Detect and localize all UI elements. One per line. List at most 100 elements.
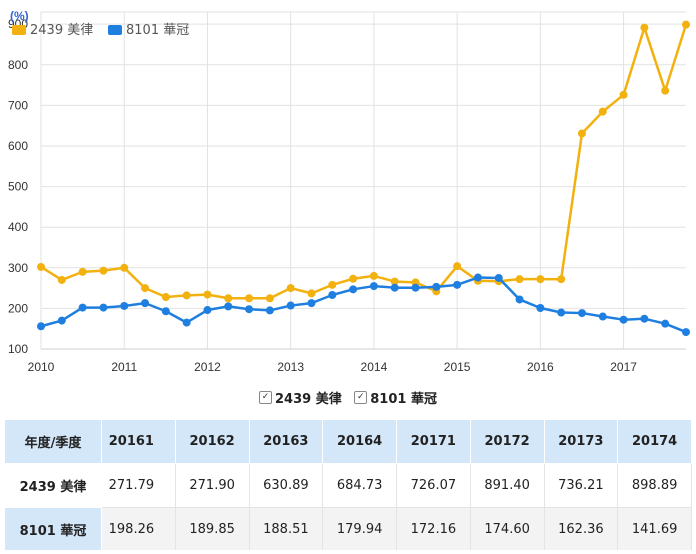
- x-tick-label: 2016: [527, 360, 554, 374]
- data-point[interactable]: [640, 23, 649, 32]
- table-cell: 630.89: [248, 463, 324, 508]
- data-point[interactable]: [307, 299, 316, 308]
- data-point[interactable]: [453, 280, 462, 289]
- column-header: 20174: [617, 419, 692, 464]
- data-point[interactable]: [661, 319, 670, 328]
- table-cell: 179.94: [322, 507, 397, 550]
- data-point[interactable]: [203, 290, 212, 299]
- data-point[interactable]: [536, 303, 545, 312]
- table-corner: 年度/季度: [4, 419, 102, 464]
- checkbox-meilu[interactable]: ✓: [259, 391, 273, 404]
- data-point[interactable]: [515, 275, 524, 284]
- data-point[interactable]: [369, 271, 378, 280]
- data-point[interactable]: [203, 306, 212, 315]
- data-point[interactable]: [328, 280, 337, 289]
- table-cell: 198.26: [101, 507, 176, 550]
- data-point[interactable]: [120, 301, 129, 310]
- data-point[interactable]: [161, 307, 170, 316]
- data-point[interactable]: [640, 314, 649, 323]
- series-line: [40, 24, 688, 300]
- data-table-container[interactable]: 年度/季度 20161 20162 20163 20164 20171 2017…: [4, 419, 692, 550]
- y-tick-label: 300: [8, 261, 28, 275]
- data-point[interactable]: [494, 273, 503, 282]
- data-point[interactable]: [99, 303, 108, 312]
- table-cell: 141.69: [617, 507, 692, 550]
- data-point[interactable]: [286, 301, 295, 310]
- data-point[interactable]: [619, 90, 628, 99]
- data-point[interactable]: [682, 328, 690, 337]
- table-row: 8101 華冠 198.26 189.85 188.51 179.94 172.…: [4, 507, 692, 550]
- data-point[interactable]: [245, 305, 254, 314]
- data-point[interactable]: [57, 275, 66, 284]
- chart-grid: [40, 11, 686, 350]
- data-point[interactable]: [536, 275, 545, 284]
- data-point[interactable]: [182, 291, 191, 300]
- y-tick-label: 700: [8, 98, 28, 112]
- data-point[interactable]: [224, 294, 233, 303]
- table-cell: 271.90: [174, 463, 250, 508]
- column-header: 20164: [322, 419, 397, 464]
- table-cell: 189.85: [174, 507, 250, 550]
- chart-legend[interactable]: 2439 美律 8101 華冠: [12, 23, 189, 38]
- legend-swatch-huaguan: [108, 25, 122, 35]
- table-cell: 891.40: [469, 463, 545, 508]
- data-point[interactable]: [78, 303, 87, 312]
- x-tick-label: 2012: [194, 360, 221, 374]
- column-header: 20172: [469, 419, 545, 464]
- row-header: 8101 華冠: [4, 507, 102, 550]
- data-point[interactable]: [598, 312, 607, 321]
- data-point[interactable]: [577, 309, 586, 318]
- data-point[interactable]: [57, 316, 66, 325]
- toggle-meilu[interactable]: ✓ 2439 美律: [259, 388, 342, 407]
- data-point[interactable]: [141, 299, 150, 308]
- legend-label-huaguan[interactable]: 8101 華冠: [126, 23, 189, 38]
- data-point[interactable]: [265, 294, 274, 303]
- data-point[interactable]: [515, 295, 524, 304]
- data-point[interactable]: [161, 293, 170, 302]
- data-point[interactable]: [411, 283, 420, 292]
- toggle-huaguan[interactable]: ✓ 8101 華冠: [354, 388, 437, 407]
- data-point[interactable]: [78, 267, 87, 276]
- data-point[interactable]: [286, 284, 295, 293]
- table-header-row: 年度/季度 20161 20162 20163 20164 20171 2017…: [4, 419, 692, 464]
- data-point[interactable]: [369, 282, 378, 291]
- data-point[interactable]: [390, 277, 399, 286]
- data-point[interactable]: [245, 294, 254, 303]
- data-point[interactable]: [661, 86, 670, 95]
- data-point[interactable]: [473, 273, 482, 282]
- data-point[interactable]: [390, 283, 399, 292]
- chart-series: [37, 20, 690, 337]
- y-tick-label: 800: [8, 58, 28, 72]
- data-point[interactable]: [349, 285, 358, 294]
- y-tick-label: 400: [8, 220, 28, 234]
- data-point[interactable]: [99, 266, 108, 275]
- data-point[interactable]: [349, 274, 358, 283]
- data-point[interactable]: [577, 129, 586, 138]
- data-point[interactable]: [37, 262, 45, 271]
- data-point[interactable]: [619, 315, 628, 324]
- data-point[interactable]: [682, 20, 690, 29]
- data-point[interactable]: [557, 308, 566, 317]
- data-point[interactable]: [432, 282, 441, 291]
- data-point[interactable]: [598, 107, 607, 116]
- data-point[interactable]: [141, 284, 150, 293]
- data-point[interactable]: [307, 289, 316, 298]
- legend-label-meilu[interactable]: 2439 美律: [30, 23, 93, 38]
- data-point[interactable]: [224, 302, 233, 311]
- data-point[interactable]: [265, 306, 274, 315]
- data-point[interactable]: [37, 322, 45, 331]
- data-point[interactable]: [120, 263, 129, 272]
- x-tick-label: 2015: [444, 360, 471, 374]
- unit-label: (%): [10, 9, 29, 23]
- y-tick-label: 500: [8, 180, 28, 194]
- data-point[interactable]: [453, 262, 462, 271]
- data-point[interactable]: [328, 290, 337, 299]
- table-cell: 188.51: [248, 507, 324, 550]
- data-point[interactable]: [557, 275, 566, 284]
- table-cell: 684.73: [322, 463, 397, 508]
- table-cell: 162.36: [543, 507, 619, 550]
- data-point[interactable]: [182, 318, 191, 327]
- table-cell: 172.16: [396, 507, 471, 550]
- checkbox-huaguan[interactable]: ✓: [354, 391, 368, 404]
- column-header: 20161: [101, 419, 176, 464]
